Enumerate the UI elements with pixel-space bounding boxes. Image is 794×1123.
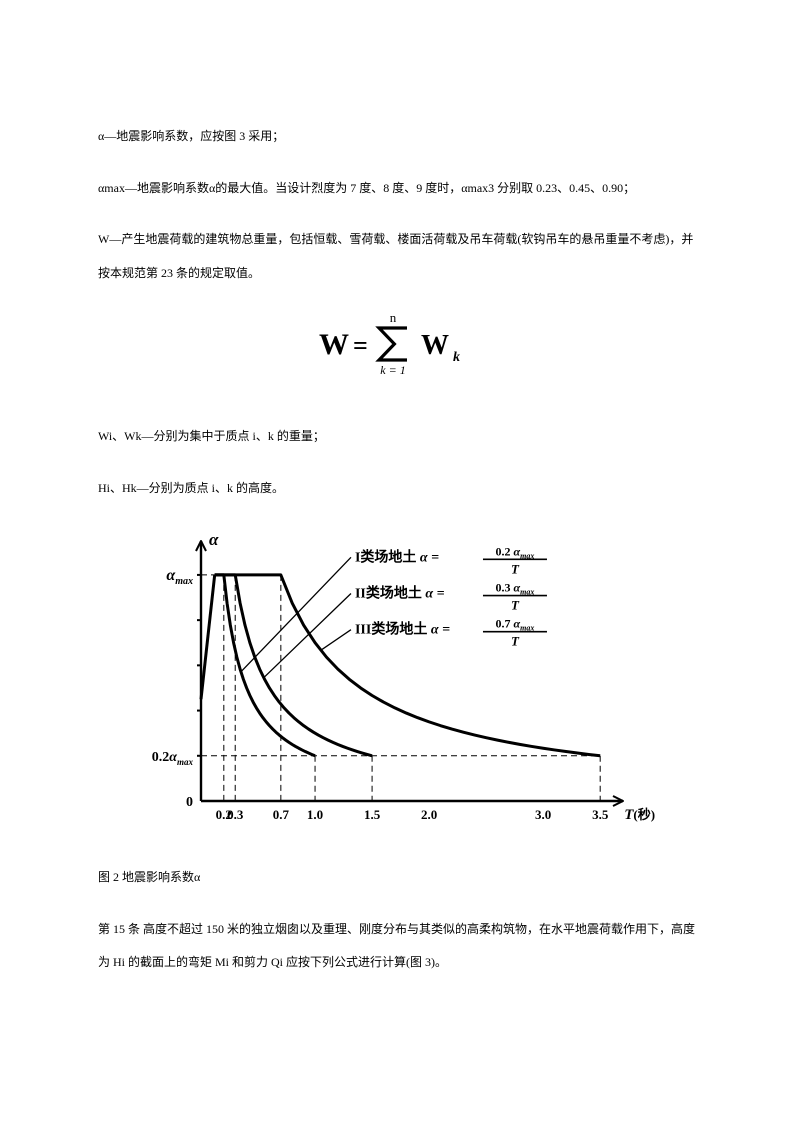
svg-text:1.5: 1.5	[364, 807, 381, 822]
formula-w-sum: W=nk = 1Wk	[98, 308, 696, 392]
figure-caption: 图 2 地震影响系数α	[98, 861, 696, 895]
chart-alpha-spectrum: ααmax0.2αmax00.20.30.71.01.52.03.03.5T(秒…	[98, 523, 696, 833]
svg-text:3.0: 3.0	[535, 807, 551, 822]
para-wi-wk: Wi、Wk—分别为集中于质点 i、k 的重量；	[98, 420, 696, 454]
svg-text:T(秒): T(秒)	[624, 807, 655, 823]
para-hi-hk: Hi、Hk—分别为质点 i、k 的高度。	[98, 472, 696, 506]
svg-text:3.5: 3.5	[592, 807, 609, 822]
svg-text:W: W	[319, 328, 349, 361]
svg-text:0.7: 0.7	[273, 807, 290, 822]
svg-text:I类场地土 α =: I类场地土 α =	[355, 549, 439, 566]
svg-text:k = 1: k = 1	[380, 363, 405, 377]
para-article-15: 第 15 条 高度不超过 150 米的独立烟囱以及重理、刚度分布与其类似的高柔构…	[98, 913, 696, 980]
svg-text:II类场地土 α =: II类场地土 α =	[355, 585, 445, 602]
svg-text:2.0: 2.0	[421, 807, 437, 822]
svg-text:=: =	[353, 331, 368, 360]
svg-text:1.0: 1.0	[307, 807, 323, 822]
svg-text:T: T	[511, 562, 520, 577]
para-alphamax-def: αmax—地震影响系数α的最大值。当设计烈度为 7 度、8 度、9 度时，αma…	[98, 172, 696, 206]
svg-text:W: W	[421, 330, 449, 361]
svg-text:III类场地土 α =: III类场地土 α =	[355, 621, 450, 638]
svg-text:k: k	[453, 350, 460, 365]
para-w-def: W—产生地震荷载的建筑物总重量，包括恒载、雪荷载、楼面活荷载及吊车荷载(软钩吊车…	[98, 223, 696, 290]
svg-text:T: T	[511, 634, 520, 649]
svg-text:0: 0	[186, 795, 193, 810]
svg-text:T: T	[511, 598, 520, 613]
svg-text:0.3: 0.3	[227, 807, 244, 822]
para-alpha-def: α—地震影响系数，应按图 3 采用；	[98, 120, 696, 154]
svg-text:α: α	[209, 530, 219, 549]
svg-text:n: n	[390, 310, 397, 325]
